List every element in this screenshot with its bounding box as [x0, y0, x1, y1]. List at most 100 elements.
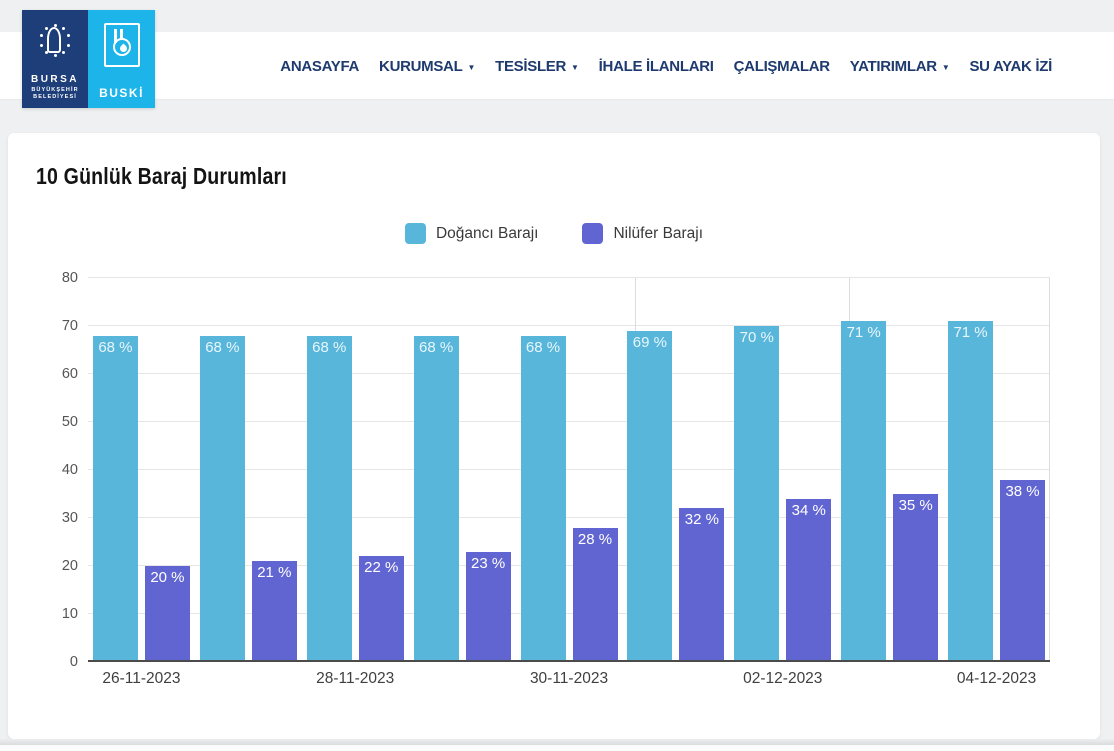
nav-item-label: TESİSLER	[495, 57, 567, 75]
section-divider	[0, 739, 1114, 745]
logo-text: BURSA	[30, 74, 80, 85]
bar-value-label: 21 %	[257, 564, 292, 582]
bar-value-label: 32 %	[684, 511, 719, 529]
bar-value-label: 38 %	[1005, 482, 1040, 500]
bar[interactable]: 68 %	[413, 335, 459, 662]
bar-value-label: 23 %	[471, 554, 506, 572]
header-bar	[0, 32, 1114, 100]
bar[interactable]: 68 %	[199, 335, 245, 662]
bar-value-label: 68 %	[525, 338, 561, 356]
x-tick-label	[836, 670, 943, 688]
y-tick-label: 0	[69, 654, 78, 670]
h-gridline	[88, 277, 1050, 278]
main-nav: ANASAYFA KURUMSAL ▼ TESİSLER ▼ İHALE İLA…	[280, 32, 1052, 100]
x-tick-label: 28-11-2023	[316, 670, 395, 687]
nav-item-label: ANASAYFA	[280, 57, 360, 75]
bar[interactable]: 71 %	[948, 321, 994, 662]
bar-group: 71 % 38 %	[943, 278, 1050, 662]
x-axis-line	[88, 660, 1050, 662]
bar-value-label: 28 %	[577, 530, 613, 548]
nav-item-yatirimlar[interactable]: YATIRIMLAR ▼	[850, 58, 950, 75]
y-tick-label: 30	[61, 510, 78, 526]
bar-group: 69 % 32 %	[622, 278, 729, 662]
chevron-down-icon: ▼	[467, 62, 476, 72]
bar[interactable]: 38 %	[1000, 479, 1046, 662]
legend-item-nilufer[interactable]: Nilüfer Barajı	[582, 223, 703, 244]
bar[interactable]: 70 %	[734, 326, 780, 662]
next-section-edge	[0, 745, 1114, 751]
legend-swatch	[582, 223, 604, 244]
legend-swatch	[404, 223, 426, 244]
nav-item-su-ayak-izi[interactable]: SU AYAK İZİ	[969, 58, 1052, 75]
buski-logo: BUSKİ	[88, 10, 155, 108]
chart-legend: Doğancı Barajı Nilüfer Barajı	[8, 223, 1100, 244]
nav-item-anasayfa[interactable]: ANASAYFA	[280, 58, 359, 75]
bar[interactable]: 34 %	[786, 498, 832, 662]
v-gridline	[1049, 278, 1050, 662]
h-gridline	[88, 373, 1050, 374]
y-tick-label: 60	[61, 366, 78, 382]
bar[interactable]: 69 %	[627, 330, 673, 662]
x-axis: 26-11-2023 28-11-2023 30-11-2023 02-12-2023…	[88, 670, 1050, 688]
h-gridline	[88, 613, 1050, 614]
bar[interactable]: 22 %	[358, 556, 404, 662]
bar[interactable]: 35 %	[893, 494, 939, 662]
x-tick-label: 30-11-2023	[529, 670, 609, 687]
h-gridline	[88, 325, 1050, 326]
bar-value-label: 71 %	[953, 324, 988, 342]
y-tick-label: 20	[61, 558, 78, 574]
bar[interactable]: 32 %	[679, 508, 725, 662]
y-tick-label: 10	[61, 606, 78, 622]
bar-value-label: 70 %	[739, 329, 774, 346]
bar-value-label: 68 %	[419, 338, 454, 356]
bar[interactable]: 68 %	[92, 335, 138, 662]
x-tick-label: 04-12-2023	[956, 670, 1037, 687]
h-gridline	[88, 421, 1050, 422]
chevron-down-icon: ▼	[571, 62, 579, 72]
logo-text: BÜYÜKŞEHİR	[31, 87, 79, 93]
legend-item-doganci[interactable]: Doğancı Barajı	[404, 223, 538, 244]
bar-group: 68 % 23 %	[409, 278, 516, 662]
nav-item-label: KURUMSAL	[379, 57, 463, 75]
bursa-municipality-logo: BURSA BÜYÜKŞEHİR BELEDİYESİ	[22, 10, 88, 108]
x-tick-label	[622, 670, 729, 688]
x-tick-label	[195, 670, 302, 688]
bar-value-label: 68 %	[205, 338, 240, 356]
nav-item-calismalar[interactable]: ÇALIŞMALAR	[734, 58, 830, 75]
legend-label: Nilüfer Barajı	[613, 224, 704, 242]
water-drop-icon	[103, 23, 140, 67]
y-tick-label: 70	[61, 318, 78, 334]
nav-item-ihale-ilanlari[interactable]: İHALE İLANLARI	[599, 58, 714, 75]
page-title: 10 Günlük Baraj Durumları	[36, 163, 287, 189]
bar[interactable]: 21 %	[251, 561, 297, 662]
bar-group: 71 % 35 %	[836, 278, 943, 662]
bar-value-label: 22 %	[364, 559, 399, 577]
y-axis: 0 10 20 30 40 50 60 70 80	[8, 270, 78, 670]
nav-item-label: ÇALIŞMALAR	[733, 57, 830, 75]
bar[interactable]: 68 %	[306, 335, 352, 662]
nav-item-label: İHALE İLANLARI	[598, 57, 714, 75]
bar-group: 68 % 28 %	[516, 278, 623, 662]
logo[interactable]: BURSA BÜYÜKŞEHİR BELEDİYESİ BUSKİ	[22, 10, 155, 108]
nav-item-tesisler[interactable]: TESİSLER ▼	[495, 58, 579, 75]
bar[interactable]: 23 %	[465, 551, 511, 662]
bar[interactable]: 68 %	[520, 335, 566, 662]
bar-group: 70 % 34 %	[729, 278, 836, 662]
bar[interactable]: 20 %	[144, 566, 190, 662]
x-tick-label: 26-11-2023	[102, 670, 181, 687]
nav-item-label: SU AYAK İZİ	[969, 57, 1052, 75]
bar-value-label: 34 %	[791, 501, 826, 519]
bar-value-label: 35 %	[898, 497, 933, 514]
h-gridline	[88, 517, 1050, 518]
logo-text: BELEDİYESİ	[33, 94, 77, 100]
bar[interactable]: 71 %	[841, 321, 887, 662]
h-gridline	[88, 565, 1050, 566]
nav-item-kurumsal[interactable]: KURUMSAL ▼	[379, 58, 475, 75]
bar-group: 68 % 21 %	[195, 278, 302, 662]
bar-group: 68 % 22 %	[302, 278, 409, 662]
plot-area: 68 % 20 % 68 % 21 % 68 % 22 % 68 % 23 % 68 % 28 %…	[88, 277, 1050, 662]
h-gridline	[88, 469, 1050, 470]
bar[interactable]: 28 %	[572, 527, 618, 662]
y-tick-label: 50	[61, 414, 78, 430]
